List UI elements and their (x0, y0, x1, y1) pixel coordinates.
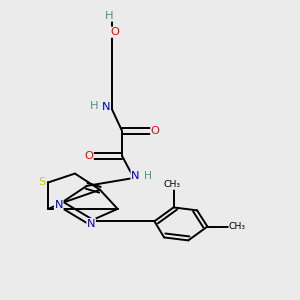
Text: H: H (144, 172, 152, 182)
Text: O: O (110, 27, 119, 37)
Text: N: N (131, 171, 140, 181)
Text: CH₃: CH₃ (229, 222, 246, 231)
Text: O: O (151, 126, 160, 136)
Text: N: N (102, 102, 110, 112)
Text: N: N (55, 200, 63, 210)
Text: N: N (87, 219, 95, 229)
Text: CH₃: CH₃ (164, 180, 181, 189)
Text: H: H (90, 101, 98, 111)
Text: H: H (104, 11, 113, 21)
Text: O: O (84, 151, 93, 161)
Text: S: S (38, 177, 46, 187)
